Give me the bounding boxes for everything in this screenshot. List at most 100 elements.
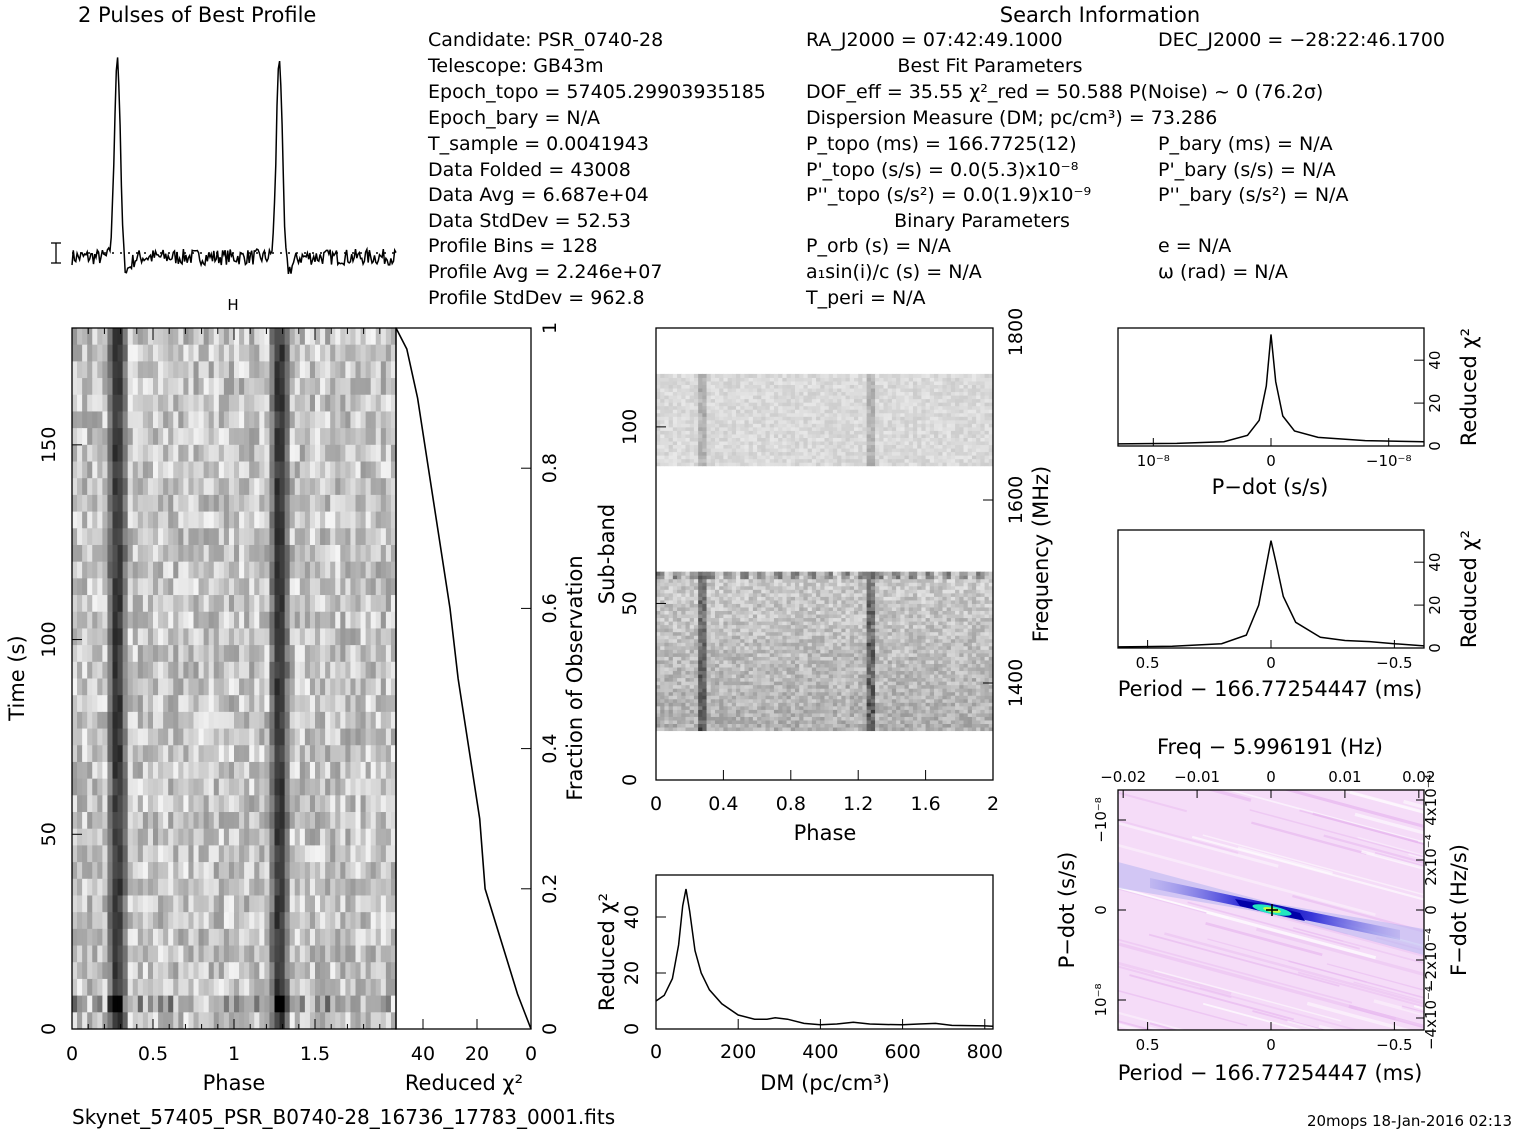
time-phase-cell <box>148 512 154 529</box>
time-phase-cell <box>244 912 250 929</box>
subband-cell <box>707 649 712 653</box>
time-phase-cell <box>345 762 351 779</box>
subband-cell <box>778 663 783 667</box>
time-phase-cell <box>148 395 154 412</box>
time-phase-cell <box>381 1012 387 1029</box>
subband-cell <box>850 681 855 685</box>
time-phase-cell <box>148 578 154 595</box>
subband-cell <box>888 720 893 724</box>
subband-cell <box>723 667 728 671</box>
subband-cell <box>938 681 943 685</box>
time-phase-cell <box>361 462 367 479</box>
time-phase-cell <box>264 745 270 762</box>
time-phase-cell <box>209 612 215 629</box>
subband-cell <box>749 660 754 664</box>
subband-cell <box>871 685 876 689</box>
subband-cell <box>753 706 758 710</box>
time-phase-cell <box>361 428 367 445</box>
subband-cell <box>829 642 834 646</box>
time-phase-cell <box>335 762 341 779</box>
time-phase-cell <box>229 478 235 495</box>
time-phase-cell <box>82 779 88 796</box>
subband-cell <box>976 699 981 703</box>
time-phase-cell <box>371 979 377 996</box>
subband-cell <box>926 695 931 699</box>
subband-cell <box>985 646 990 650</box>
time-phase-cell <box>158 628 164 645</box>
time-phase-cell <box>239 946 245 963</box>
time-phase-cell <box>300 845 306 862</box>
time-phase-cell <box>123 862 129 879</box>
subband-cell <box>968 692 973 696</box>
time-phase-cell <box>381 979 387 996</box>
subband-cell <box>702 642 707 646</box>
subband-cell <box>673 653 678 657</box>
time-phase-cell <box>254 695 260 712</box>
subband-cell <box>799 713 804 717</box>
time-phase-cell <box>173 378 179 395</box>
time-phase-cell <box>320 495 326 512</box>
time-phase-cell <box>376 662 382 679</box>
subband-cell <box>841 699 846 703</box>
subband-cell <box>976 706 981 710</box>
time-phase-cell <box>244 578 250 595</box>
subband-cell <box>930 709 935 713</box>
subband-cell <box>825 649 830 653</box>
time-phase-cell <box>214 595 220 612</box>
subband-cell <box>854 667 859 671</box>
time-phase-cell <box>325 562 331 579</box>
subband-cell <box>980 674 985 678</box>
subband-cell <box>808 635 813 639</box>
subband-cell <box>673 678 678 682</box>
subband-cell <box>707 653 712 657</box>
subband-cell <box>888 699 893 703</box>
subband-cell <box>702 713 707 717</box>
time-phase-cell <box>244 962 250 979</box>
time-phase-cell <box>113 495 119 512</box>
time-phase-cell <box>244 895 250 912</box>
subband-cell <box>736 695 741 699</box>
subband-cell <box>980 716 985 720</box>
subband-cell <box>871 720 876 724</box>
subband-cell <box>959 646 964 650</box>
subband-cell <box>968 656 973 660</box>
time-phase-cell <box>325 912 331 929</box>
subband-cell <box>685 692 690 696</box>
time-phase-cell <box>340 679 346 696</box>
subband-cell <box>926 702 931 706</box>
subband-cell <box>968 706 973 710</box>
subband-cell <box>664 649 669 653</box>
subband-cell <box>837 639 842 643</box>
time-phase-cell <box>102 578 108 595</box>
subband-cell <box>913 656 918 660</box>
time-phase-cell <box>224 929 230 946</box>
time-phase-cell <box>188 445 194 462</box>
subband-cell <box>934 660 939 664</box>
subband-cell <box>715 716 720 720</box>
subband-cell <box>715 671 720 675</box>
info-ecc: e = N/A <box>1158 235 1231 257</box>
subband-cell <box>829 678 834 682</box>
subband-cell <box>837 727 842 731</box>
subband-cell <box>883 688 888 692</box>
time-phase-cell <box>356 946 362 963</box>
subband-cell <box>774 720 779 724</box>
subband-cell <box>942 681 947 685</box>
time-phase-cell <box>350 845 356 862</box>
time-phase-cell <box>290 762 296 779</box>
time-phase-cell <box>269 428 275 445</box>
time-phase-cell <box>113 478 119 495</box>
subband-cell <box>892 660 897 664</box>
subband-cell <box>964 639 969 643</box>
time-phase-cell <box>133 879 139 896</box>
subband-cell <box>955 681 960 685</box>
time-phase-cell <box>92 845 98 862</box>
time-phase-cell <box>330 879 336 896</box>
time-phase-cell <box>361 578 367 595</box>
time-phase-cell <box>72 962 78 979</box>
subband-cell <box>858 688 863 692</box>
time-phase-cell <box>148 361 154 378</box>
subband-cell <box>972 727 977 731</box>
time-phase-cell <box>224 895 230 912</box>
